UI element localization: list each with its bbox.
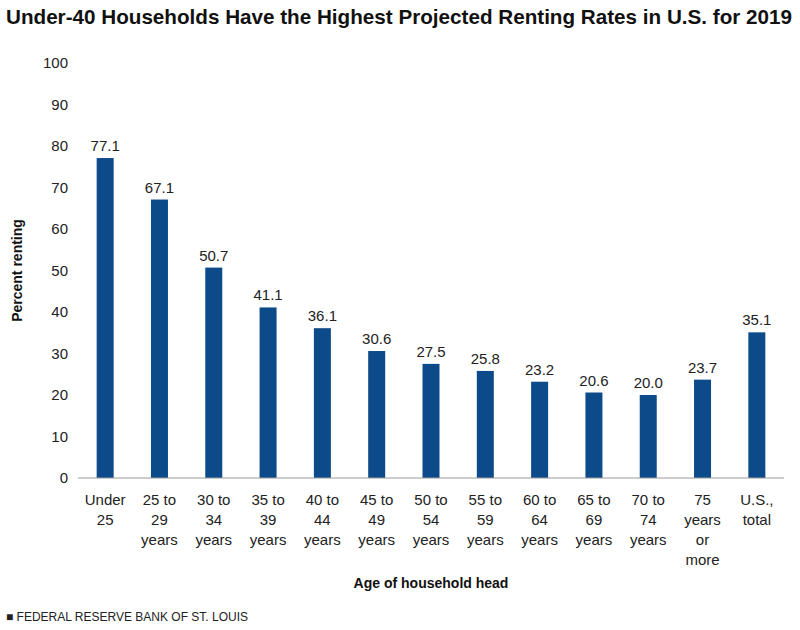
data-label: 67.1 [145, 179, 174, 196]
x-tick-label: 55 to 59 years [467, 491, 504, 548]
x-tick-label: 60 to 64 years [521, 491, 558, 548]
x-tick-label: 75 years or more [684, 491, 721, 568]
x-tick-label-line: 34 [205, 511, 222, 528]
bar [531, 382, 548, 478]
x-tick-label-line: 44 [314, 511, 331, 528]
x-tick-label: 50 to 54 years [413, 491, 450, 548]
y-tick-label: 100 [43, 54, 68, 71]
x-tick-label-line: more [685, 551, 719, 568]
bar [585, 393, 602, 478]
x-tick-label-line: 75 [694, 491, 711, 508]
x-tick-label: 35 to 39 years [250, 491, 287, 548]
x-tick-label-line: years [358, 531, 395, 548]
x-tick-label-line: 60 to [523, 491, 556, 508]
x-tick-label-line: 65 to [577, 491, 610, 508]
x-tick-label-line: years [250, 531, 287, 548]
bar [640, 395, 657, 478]
x-tick-label-line: or [696, 531, 709, 548]
data-label: 35.1 [742, 311, 771, 328]
x-tick-label: 70 to 74 years [630, 491, 667, 548]
y-axis-label: Percent renting [9, 219, 25, 322]
x-tick-label-line: years [467, 531, 504, 548]
x-tick-label-line: 59 [477, 511, 494, 528]
x-tick-label-line: 55 to [469, 491, 502, 508]
x-tick-label: 65 to 69 years [576, 491, 613, 548]
x-tick-label: Under 25 [85, 491, 126, 528]
y-tick-label: 10 [51, 428, 68, 445]
y-tick-label: 70 [51, 179, 68, 196]
bar [97, 158, 114, 478]
y-tick-label: 90 [51, 96, 68, 113]
x-tick-label-line: 29 [151, 511, 168, 528]
x-tick-label-line: years [521, 531, 558, 548]
data-label: 27.5 [416, 343, 445, 360]
y-tick-label: 40 [51, 303, 68, 320]
data-label: 30.6 [362, 330, 391, 347]
x-tick-label-line: 40 to [306, 491, 339, 508]
bar [423, 364, 440, 478]
data-label: 20.0 [634, 374, 663, 391]
data-label: 41.1 [253, 286, 282, 303]
x-tick-label-line: 69 [586, 511, 603, 528]
y-tick-label: 60 [51, 220, 68, 237]
bar [151, 200, 168, 478]
bar [314, 328, 331, 478]
x-tick-label: U.S., total [740, 491, 773, 528]
data-label: 23.7 [688, 359, 717, 376]
x-tick-label: 45 to 49 years [358, 491, 395, 548]
x-tick-label-line: total [743, 511, 771, 528]
x-tick-label-line: 64 [531, 511, 548, 528]
x-tick-label-line: 39 [260, 511, 277, 528]
y-tick-label: 0 [60, 469, 68, 486]
data-label: 23.2 [525, 361, 554, 378]
x-tick-label-line: years [630, 531, 667, 548]
x-tick-label-line: 25 [97, 511, 114, 528]
x-tick-label-line: 50 to [414, 491, 447, 508]
title: Under-40 Households Have the Highest Pro… [6, 5, 792, 28]
x-tick-label-line: 30 to [197, 491, 230, 508]
x-axis-line [78, 478, 784, 479]
x-tick-label-line: U.S., [740, 491, 773, 508]
bar [748, 332, 765, 478]
source: ■ FEDERAL RESERVE BANK OF ST. LOUIS [6, 610, 248, 624]
bar [694, 380, 711, 478]
x-tick-label-line: 70 to [632, 491, 665, 508]
x-tick-label-line: years [413, 531, 450, 548]
y-tick-label: 50 [51, 262, 68, 279]
bars [97, 158, 766, 478]
y-tick-label: 30 [51, 345, 68, 362]
x-tick-label-line: 35 to [251, 491, 284, 508]
x-tick-label-line: years [576, 531, 613, 548]
x-tick-label: 25 to 29 years [141, 491, 178, 548]
data-label: 77.1 [91, 137, 120, 154]
x-tick-label-line: 45 to [360, 491, 393, 508]
x-tick-label-line: 74 [640, 511, 657, 528]
x-tick-label-line: 54 [423, 511, 440, 528]
x-tick-label: 30 to 34 years [195, 491, 232, 548]
data-label: 36.1 [308, 307, 337, 324]
y-tick-label: 80 [51, 137, 68, 154]
x-tick-label-line: years [304, 531, 341, 548]
bar [368, 351, 385, 478]
chart: Under-40 Households Have the Highest Pro… [0, 0, 800, 630]
x-tick-label-line: years [684, 511, 721, 528]
x-tick-label-line: 25 to [143, 491, 176, 508]
x-tick-label-line: years [141, 531, 178, 548]
x-tick-label-line: 49 [368, 511, 385, 528]
data-label: 25.8 [471, 350, 500, 367]
x-tick-label-line: Under [85, 491, 126, 508]
labels: 77.1 67.1 50.7 41.1 36.1 30.6 27.5 25.8 23.2 20.6… [91, 137, 772, 391]
bar [205, 268, 222, 478]
data-label: 50.7 [199, 247, 228, 264]
data-label: 20.6 [579, 372, 608, 389]
page: {"chart_data": {"type": "bar", "title": … [0, 0, 800, 630]
x-axis-label: Age of household head [354, 575, 509, 591]
x-tick-label: 40 to 44 years [304, 491, 341, 548]
x-tick-label-line: years [195, 531, 232, 548]
bar [477, 371, 494, 478]
y-tick-label: 20 [51, 386, 68, 403]
bar [260, 307, 277, 478]
